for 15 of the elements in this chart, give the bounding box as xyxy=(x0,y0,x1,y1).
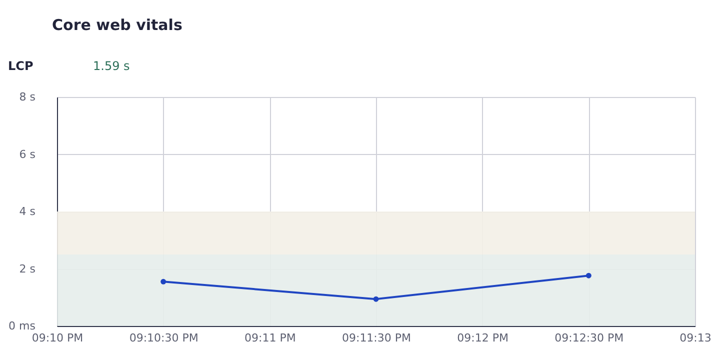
text: 1.59 s xyxy=(93,59,130,73)
y-tick-label: 6 s xyxy=(19,148,36,161)
y-tick-label: 2 s xyxy=(19,262,36,276)
chart-subtitle: LCP xyxy=(8,59,34,73)
x-tick-label: 09:11 PM xyxy=(244,332,296,344)
x-tick-label: 09:12 PM xyxy=(457,332,508,344)
x-tick-label: 09:10:30 PM xyxy=(129,332,198,344)
chart-title: Core web vitals xyxy=(52,16,182,34)
x-tick-label: 09:10 PM xyxy=(32,332,84,344)
y-tick-label: 4 s xyxy=(19,205,36,218)
y-tick-label: 8 s xyxy=(19,90,36,104)
x-tick-label: 09:12:30 PM xyxy=(554,332,624,344)
y-tick-label: 0 ms xyxy=(8,320,36,332)
x-tick-label: 09:11:30 PM xyxy=(342,332,412,344)
x-tick-label: 09:13 xyxy=(680,332,712,344)
